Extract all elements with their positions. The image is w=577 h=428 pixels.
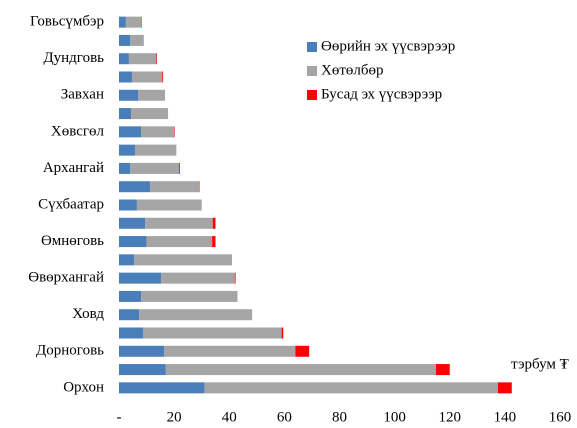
bar-segment [136, 199, 202, 211]
bar-segment [142, 327, 282, 339]
bar-segment [125, 16, 142, 28]
bar-segment [119, 382, 205, 394]
bar-segment [119, 254, 135, 266]
bar-segment [119, 108, 132, 120]
y-tick-label: Сүхбаатар [38, 196, 104, 212]
x-tick-label: 100 [383, 409, 406, 425]
bar-segment [139, 309, 253, 321]
x-tick-label: 140 [494, 409, 517, 425]
y-tick-label: Ховд [72, 306, 104, 322]
bar-segment [156, 53, 158, 65]
bar-segment [134, 254, 233, 266]
x-tick-label: 20 [167, 409, 182, 425]
bar-segment [234, 272, 236, 284]
legend-swatch [307, 90, 317, 100]
legend-label: Өөрийн эх үүсвэрээр [321, 38, 455, 54]
bar-segment [497, 382, 512, 394]
y-tick-label: Өвөрхангай [28, 270, 104, 286]
bar-segment [119, 144, 135, 156]
bar-segment [134, 144, 177, 156]
bar-segment [119, 162, 131, 174]
bar-segment [141, 290, 238, 302]
x-tick-label: 80 [332, 409, 347, 425]
bar-segment [119, 53, 129, 65]
x-tick-label: - [117, 409, 122, 425]
bar-segment [130, 34, 144, 46]
bar-segment [435, 364, 450, 376]
y-tick-label: Дорноговь [36, 343, 104, 359]
bar-segment [212, 217, 216, 229]
bar-segment [119, 89, 139, 101]
bar-segment [131, 71, 163, 83]
bar-segment [128, 53, 157, 65]
legend-label: Хөтөлбөр [321, 62, 384, 78]
bar-segment [119, 126, 142, 138]
bar-segment [119, 309, 140, 321]
bar-segment [141, 16, 142, 28]
legend-swatch [307, 42, 317, 52]
bar-segment [119, 236, 147, 248]
bar-segment [204, 382, 498, 394]
bar-segment [131, 108, 169, 120]
bar-segment [138, 89, 166, 101]
bar-segment [119, 327, 143, 339]
bar-segment [165, 364, 436, 376]
y-tick-label: Орхон [63, 379, 104, 395]
x-tick-label: 120 [439, 409, 462, 425]
bar-segment [119, 181, 151, 193]
bar-segment [162, 71, 164, 83]
y-tick-label: Архангай [43, 160, 104, 176]
y-tick-label: Өмнөговь [41, 233, 104, 249]
y-tick-label: Хөвсгөл [51, 123, 105, 139]
x-tick-label: 160 [549, 409, 572, 425]
bar-segment [119, 345, 165, 357]
bar-segment [119, 199, 137, 211]
x-tick-label: 60 [277, 409, 292, 425]
unit-annotation: тэрбум ₮ [511, 356, 569, 372]
bar-segment [119, 272, 162, 284]
x-tick-label: 40 [222, 409, 237, 425]
bar-segment [161, 272, 235, 284]
bar-segment [295, 345, 310, 357]
bar-segment [119, 71, 132, 83]
bar-segment [141, 126, 175, 138]
bar-segment [119, 34, 131, 46]
bar-segment [145, 217, 213, 229]
bar-segment [212, 236, 216, 248]
y-tick-label: Дундговь [43, 50, 104, 66]
y-tick-label: Завхан [61, 87, 104, 103]
legend-label: Бусад эх үүсвэрээр [321, 86, 442, 102]
bar-segment [179, 162, 180, 174]
bar-segment [119, 290, 142, 302]
bar-segment [119, 217, 146, 229]
bar-segment [119, 364, 166, 376]
bar-segment [150, 181, 199, 193]
bar-segment [198, 181, 200, 193]
bar-segment [164, 345, 296, 357]
bar-segment [281, 327, 284, 339]
bar-segment [146, 236, 213, 248]
y-tick-label: Говьсүмбэр [30, 14, 104, 30]
bar-segment [130, 162, 180, 174]
bar-segment [174, 126, 175, 138]
bar-segment [119, 16, 126, 28]
legend-swatch [307, 66, 317, 76]
